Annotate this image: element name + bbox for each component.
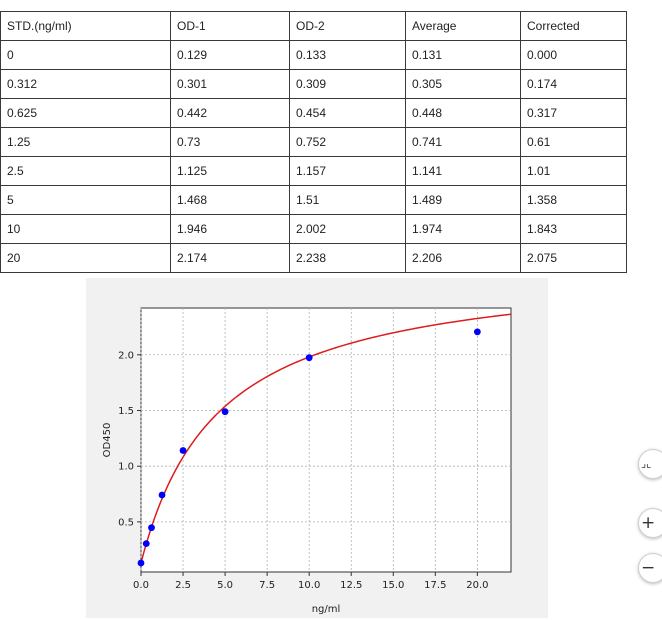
- cell-corrected: 0.174: [520, 69, 627, 99]
- fit-curve-layer: [140, 313, 512, 564]
- cell-corrected: 1.01: [520, 156, 627, 186]
- x-tick-label: 5.0: [217, 580, 233, 591]
- data-point: [179, 447, 187, 454]
- cell-od1: 1.946: [170, 214, 290, 244]
- cell-std: 10: [0, 214, 171, 244]
- cell-corrected: 0.61: [520, 127, 627, 157]
- cell-od2: 1.51: [289, 185, 406, 215]
- y-axis-label: OD450: [102, 423, 113, 458]
- cell-od2: 1.157: [289, 156, 406, 186]
- axis-ticks: 0.0 2.5 5.0 7.5 10.0 12.5 15.0 17.5 20.0 0.5 1.0 1.…: [118, 350, 488, 591]
- data-point: [473, 328, 481, 336]
- table-row: 10 1.946 2.002 1.974 1.843: [0, 214, 627, 244]
- cell-std: 5: [0, 185, 171, 215]
- cell-std: 2.5: [0, 156, 171, 186]
- data-point: [305, 354, 313, 362]
- cell-od2: 0.133: [289, 40, 406, 70]
- zoom-in-button[interactable]: +: [638, 508, 662, 538]
- cell-std: 0.312: [0, 69, 171, 99]
- x-tick-label: 17.5: [424, 580, 446, 591]
- cell-std: 1.25: [0, 127, 171, 157]
- data-point: [142, 540, 150, 547]
- grid-lines: [140, 308, 511, 572]
- cell-average: 1.141: [405, 156, 521, 186]
- x-tick-label: 10.0: [298, 580, 320, 591]
- data-point: [148, 524, 155, 532]
- header-average: Average: [405, 11, 521, 41]
- x-tick-label: 12.5: [340, 580, 362, 591]
- cell-average: 1.489: [405, 185, 521, 215]
- x-tick-label: 15.0: [382, 580, 404, 591]
- x-tick-label: 0.0: [133, 580, 149, 591]
- standard-curve-chart: 0.0 2.5 5.0 7.5 10.0 12.5 15.0 17.5 20.0 0.5 1.0 1.…: [86, 278, 548, 618]
- x-axis-label: ng/ml: [312, 604, 341, 615]
- header-od2: OD-2: [289, 11, 406, 41]
- fit-view-icon: ⌟⌞: [641, 457, 652, 470]
- table-row: 2.5 1.125 1.157 1.141 1.01: [0, 156, 627, 186]
- table-row: 0 0.129 0.133 0.131 0.000: [0, 40, 627, 70]
- x-tick-label: 20.0: [466, 580, 488, 591]
- chart-svg: 0.0 2.5 5.0 7.5 10.0 12.5 15.0 17.5 20.0 0.5 1.0 1.…: [102, 307, 512, 615]
- cell-od1: 0.301: [170, 69, 290, 99]
- zoom-in-icon: +: [641, 513, 656, 533]
- cell-corrected: 1.843: [520, 214, 627, 244]
- header-od1: OD-1: [170, 11, 290, 41]
- cell-corrected: 0.317: [520, 98, 627, 128]
- cell-average: 0.305: [405, 69, 521, 99]
- table-row: 1.25 0.73 0.752 0.741 0.61: [0, 127, 627, 157]
- cell-average: 0.448: [405, 98, 521, 128]
- cell-od1: 0.73: [170, 127, 290, 157]
- cell-od2: 0.309: [289, 69, 406, 99]
- x-tick-label: 2.5: [175, 580, 191, 591]
- fit-curve-line: [140, 313, 512, 564]
- plot-area: [140, 307, 512, 573]
- data-point: [221, 408, 229, 416]
- header-std: STD.(ng/ml): [0, 11, 171, 41]
- data-point: [158, 491, 166, 499]
- cell-corrected: 0.000: [520, 40, 627, 70]
- y-tick-label: 2.0: [118, 350, 134, 361]
- cell-od1: 2.174: [170, 243, 290, 273]
- zoom-out-icon: −: [641, 558, 656, 578]
- cell-average: 0.131: [405, 40, 521, 70]
- cell-corrected: 1.358: [520, 185, 627, 215]
- header-corrected: Corrected: [520, 11, 627, 41]
- data-point: [137, 559, 145, 567]
- cell-od1: 0.442: [170, 98, 290, 128]
- cell-average: 1.974: [405, 214, 521, 244]
- table-row: 20 2.174 2.238 2.206 2.075: [0, 243, 627, 273]
- cell-corrected: 2.075: [520, 243, 627, 273]
- cell-od1: 1.468: [170, 185, 290, 215]
- cell-od2: 0.752: [289, 127, 406, 157]
- cell-average: 2.206: [405, 243, 521, 273]
- cell-average: 0.741: [405, 127, 521, 157]
- y-tick-label: 0.5: [118, 517, 134, 528]
- standard-curve-table: STD.(ng/ml) OD-1 OD-2 Average Corrected …: [0, 11, 627, 273]
- cell-std: 0.625: [0, 98, 171, 128]
- cell-od2: 2.238: [289, 243, 406, 273]
- y-tick-label: 1.5: [118, 406, 134, 417]
- cell-od2: 0.454: [289, 98, 406, 128]
- fit-view-button[interactable]: ⌟⌞: [638, 449, 662, 479]
- table-row: 0.625 0.442 0.454 0.448 0.317: [0, 98, 627, 128]
- cell-std: 0: [0, 40, 171, 70]
- x-tick-label: 7.5: [259, 580, 275, 591]
- y-tick-label: 1.0: [118, 462, 134, 473]
- cell-od1: 1.125: [170, 156, 290, 186]
- table-row: 0.312 0.301 0.309 0.305 0.174: [0, 69, 627, 99]
- zoom-out-button[interactable]: −: [638, 553, 662, 583]
- table-header-row: STD.(ng/ml) OD-1 OD-2 Average Corrected: [0, 11, 627, 41]
- data-points-layer: [137, 328, 481, 567]
- cell-od2: 2.002: [289, 214, 406, 244]
- cell-od1: 0.129: [170, 40, 290, 70]
- cell-std: 20: [0, 243, 171, 273]
- table-row: 5 1.468 1.51 1.489 1.358: [0, 185, 627, 215]
